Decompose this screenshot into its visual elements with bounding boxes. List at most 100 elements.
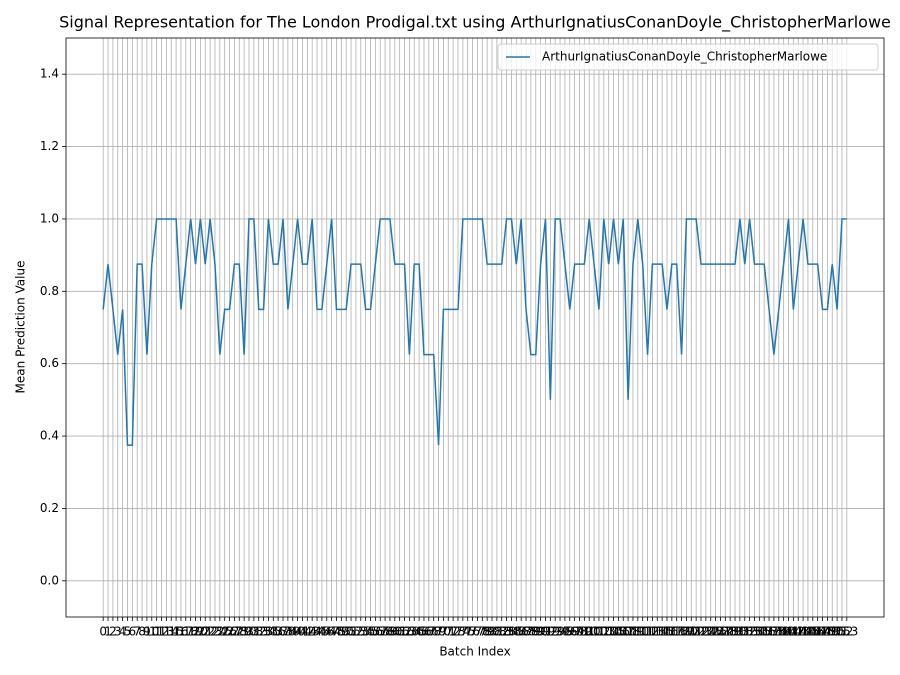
legend-box	[497, 43, 879, 71]
x-axis-label: Batch Index	[439, 645, 510, 659]
x-tick-label: 68	[426, 625, 441, 639]
x-tick-label: 129	[719, 625, 742, 639]
x-tick-label: 36	[271, 625, 286, 639]
x-tick-label: 140	[772, 625, 795, 639]
x-tick-label: 73	[450, 625, 465, 639]
x-tick-label: 87	[518, 625, 533, 639]
legend-label: ArthurIgnatiusConanDoyle_ChristopherMarl…	[542, 50, 827, 64]
x-tick-label: 67	[421, 625, 436, 639]
x-tick-label: 79	[480, 625, 495, 639]
x-tick-label: 150	[821, 625, 844, 639]
x-tick-label: 132	[733, 625, 756, 639]
x-tick-label: 27	[227, 625, 242, 639]
x-tick-label: 109	[622, 625, 645, 639]
x-tick-label: 98	[572, 625, 587, 639]
x-tick-label: 78	[475, 625, 490, 639]
x-tick-label: 39	[285, 625, 300, 639]
x-tick-label: 53	[353, 625, 368, 639]
x-tick-label: 59	[382, 625, 397, 639]
x-tick-label: 131	[728, 625, 751, 639]
x-tick-label: 12	[154, 625, 169, 639]
x-tick-label: 142	[782, 625, 805, 639]
x-tick-label: 138	[762, 625, 785, 639]
x-tick-label: 105	[602, 625, 625, 639]
x-tick-label: 88	[523, 625, 538, 639]
x-tick-label: 81	[489, 625, 504, 639]
x-tick-label: 8	[138, 625, 146, 639]
x-tick-label: 4	[119, 625, 127, 639]
x-tick-label: 37	[275, 625, 290, 639]
plot-frame	[65, 37, 885, 618]
x-tick-label: 84	[504, 625, 519, 639]
x-tick-label: 94	[552, 625, 567, 639]
x-tick-label: 66	[416, 625, 431, 639]
x-tick-label: 30	[241, 625, 256, 639]
x-tick-label: 0	[99, 625, 107, 639]
x-tick-label: 97	[567, 625, 582, 639]
x-tick-label: 124	[694, 625, 717, 639]
y-tick-label: 1.0	[40, 211, 59, 225]
x-tick-label: 80	[484, 625, 499, 639]
x-tick-label: 21	[198, 625, 213, 639]
x-tick-label: 114	[646, 625, 669, 639]
x-tick-label: 76	[465, 625, 480, 639]
x-tick-label: 71	[441, 625, 456, 639]
x-tick-label: 18	[183, 625, 198, 639]
x-tick-label: 86	[514, 625, 529, 639]
y-tick-label: 0.8	[40, 284, 59, 298]
x-tick-label: 108	[617, 625, 640, 639]
y-tick-label: 0.4	[40, 429, 59, 443]
x-tick-label: 14	[164, 625, 179, 639]
x-tick-label: 125	[699, 625, 722, 639]
legend: ArthurIgnatiusConanDoyle_ChristopherMarl…	[497, 43, 879, 71]
x-tick-label: 126	[704, 625, 727, 639]
x-tick-label: 143	[787, 625, 810, 639]
x-tick-label: 104	[597, 625, 620, 639]
x-tick-label: 110	[626, 625, 649, 639]
x-tick-label: 135	[748, 625, 771, 639]
x-tick-label: 22	[202, 625, 217, 639]
x-tick-label: 116	[656, 625, 679, 639]
x-tick-label: 119	[670, 625, 693, 639]
x-tick-label: 45	[314, 625, 329, 639]
x-tick-label: 24	[212, 625, 227, 639]
x-tick-label: 56	[368, 625, 383, 639]
x-tick-label: 112	[636, 625, 659, 639]
x-tick-label: 133	[738, 625, 761, 639]
x-tick-label: 41	[295, 625, 310, 639]
x-tick-label: 120	[675, 625, 698, 639]
x-tick-label: 10	[144, 625, 159, 639]
x-tick-label: 46	[319, 625, 334, 639]
x-tick-label: 128	[714, 625, 737, 639]
x-tick-label: 28	[232, 625, 247, 639]
y-tick-label: 1.2	[40, 139, 59, 153]
x-tick-label: 62	[397, 625, 412, 639]
x-tick-label: 58	[377, 625, 392, 639]
y-tick-label: 1.4	[40, 67, 59, 81]
x-tick-label: 19	[188, 625, 203, 639]
x-tick-label: 147	[806, 625, 829, 639]
x-tick-label: 137	[758, 625, 781, 639]
x-tick-label: 85	[509, 625, 524, 639]
x-tick-label: 118	[665, 625, 688, 639]
x-tick-label: 63	[402, 625, 417, 639]
x-tick-label: 75	[460, 625, 475, 639]
x-tick-label: 42	[300, 625, 315, 639]
x-tick-label: 15	[168, 625, 183, 639]
x-tick-label: 54	[358, 625, 373, 639]
x-tick-label: 72	[445, 625, 460, 639]
x-tick-label: 121	[680, 625, 703, 639]
x-tick-label: 90	[533, 625, 548, 639]
x-tick-label: 92	[543, 625, 558, 639]
x-tick-label: 13	[159, 625, 174, 639]
x-tick-label: 145	[796, 625, 819, 639]
x-tick-label: 16	[173, 625, 188, 639]
x-tick-label: 29	[236, 625, 251, 639]
x-tick-label: 148	[811, 625, 834, 639]
y-tick-label: 0.0	[40, 573, 59, 587]
x-tick-label: 141	[777, 625, 800, 639]
x-tick-label: 83	[499, 625, 514, 639]
x-tick-label: 44	[309, 625, 324, 639]
x-tick-label: 3	[114, 625, 122, 639]
x-tick-label: 74	[455, 625, 470, 639]
